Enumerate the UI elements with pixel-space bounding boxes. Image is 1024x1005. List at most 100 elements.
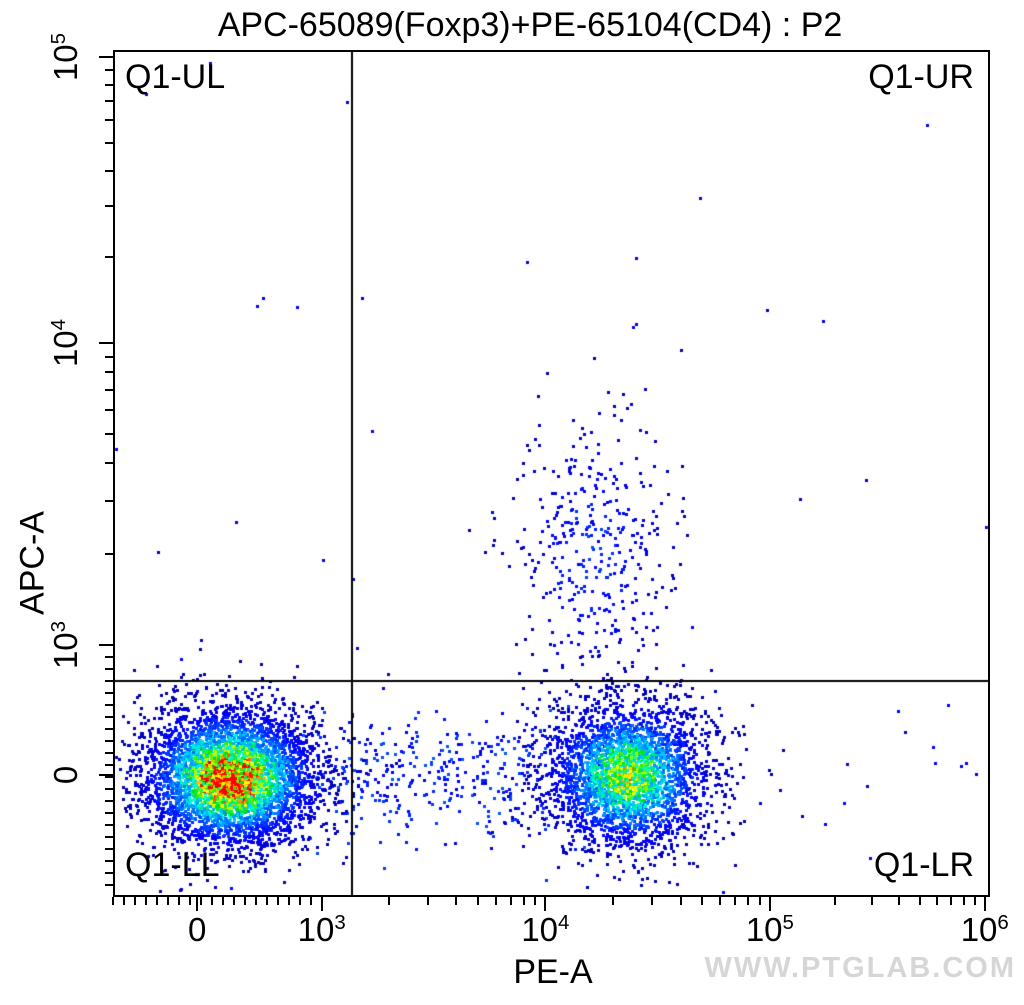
x-tick-label: 0 [188,911,207,948]
x-minor-tick [265,897,268,905]
y-minor-tick [105,776,113,779]
x-minor-tick [298,897,301,905]
x-minor-tick [455,897,458,905]
quadrant-label-lower-left: Q1-LL [125,846,220,884]
x-minor-tick [221,897,224,905]
x-minor-tick [166,897,169,905]
x-minor-tick [701,897,704,905]
x-axis-label: PE-A [513,953,593,991]
y-major-tick [99,55,113,58]
x-minor-tick [199,897,202,905]
watermark: WWW.PTGLAB.COM [704,952,1016,984]
x-minor-tick [758,897,761,905]
x-minor-tick [177,897,180,905]
x-minor-tick [611,897,614,905]
y-minor-tick [105,728,113,731]
x-minor-tick [144,897,147,905]
x-major-tick [768,897,771,911]
y-minor-tick [105,836,113,839]
y-minor-tick [105,824,113,827]
x-minor-tick [133,897,136,905]
x-minor-tick [651,897,654,905]
y-minor-tick [105,388,113,391]
y-major-tick [99,644,113,647]
y-minor-tick [105,884,113,887]
x-minor-tick [734,897,737,905]
x-minor-tick [936,897,939,905]
scatter-canvas [113,50,990,897]
x-major-tick [544,897,547,911]
y-minor-tick [105,860,113,863]
x-minor-tick [477,897,480,905]
y-minor-tick [105,462,113,465]
quadrant-label-upper-right: Q1-UR [868,58,974,96]
x-major-tick [983,897,986,911]
x-minor-tick [494,897,497,905]
x-minor-tick [534,897,537,905]
y-minor-tick [105,433,113,436]
x-minor-tick [719,897,722,905]
quadrant-label-upper-left: Q1-UL [125,58,226,96]
y-tick-label: 103 [47,621,84,670]
y-minor-tick [105,119,113,122]
x-tick-label: 106 [960,911,1009,948]
x-minor-tick [243,897,246,905]
x-minor-tick [871,897,874,905]
y-minor-tick [105,692,113,695]
x-minor-tick [973,897,976,905]
x-minor-tick [919,897,922,905]
y-minor-tick [105,500,113,503]
y-minor-tick [105,205,113,208]
y-minor-tick [105,716,113,719]
x-minor-tick [287,897,290,905]
y-minor-tick [105,409,113,412]
y-minor-tick [105,371,113,374]
x-minor-tick [898,897,901,905]
x-minor-tick [833,897,836,905]
y-minor-tick [105,752,113,755]
y-minor-tick [105,668,113,671]
y-minor-tick [105,872,113,875]
y-tick-label: 105 [47,32,84,81]
x-minor-tick [747,897,750,905]
x-minor-tick [522,897,525,905]
y-axis-label: APC-A [13,511,52,615]
y-minor-tick [105,553,113,556]
x-minor-tick [276,897,279,905]
y-major-tick [99,774,113,777]
y-minor-tick [105,355,113,358]
x-minor-tick [232,897,235,905]
y-minor-tick [105,812,113,815]
x-minor-tick [679,897,682,905]
x-minor-tick [210,897,213,905]
y-minor-tick [105,764,113,767]
x-tick-label: 105 [745,911,794,948]
x-minor-tick [188,897,191,905]
y-minor-tick [105,100,113,103]
y-minor-tick [105,740,113,743]
y-tick-label: 104 [47,319,84,368]
x-minor-tick [509,897,512,905]
y-minor-tick [105,141,113,144]
y-minor-tick [105,83,113,86]
y-minor-tick [105,255,113,258]
chart-title: APC-65089(Foxp3)+PE-65104(CD4) : P2 [217,6,843,44]
x-minor-tick [427,897,430,905]
y-minor-tick [105,680,113,683]
x-minor-tick [112,897,114,905]
y-tick-label: 0 [47,765,84,785]
x-tick-label: 104 [521,911,570,948]
quadrant-label-lower-right: Q1-LR [873,846,974,884]
y-minor-tick [105,169,113,172]
x-minor-tick [309,897,312,905]
y-minor-tick [105,68,113,71]
y-minor-tick [105,848,113,851]
y-minor-tick [105,800,113,803]
y-minor-tick [105,704,113,707]
x-minor-tick [962,897,965,905]
y-major-tick [99,342,113,345]
x-major-tick [196,897,199,911]
x-minor-tick [950,897,953,905]
x-minor-tick [388,897,391,905]
